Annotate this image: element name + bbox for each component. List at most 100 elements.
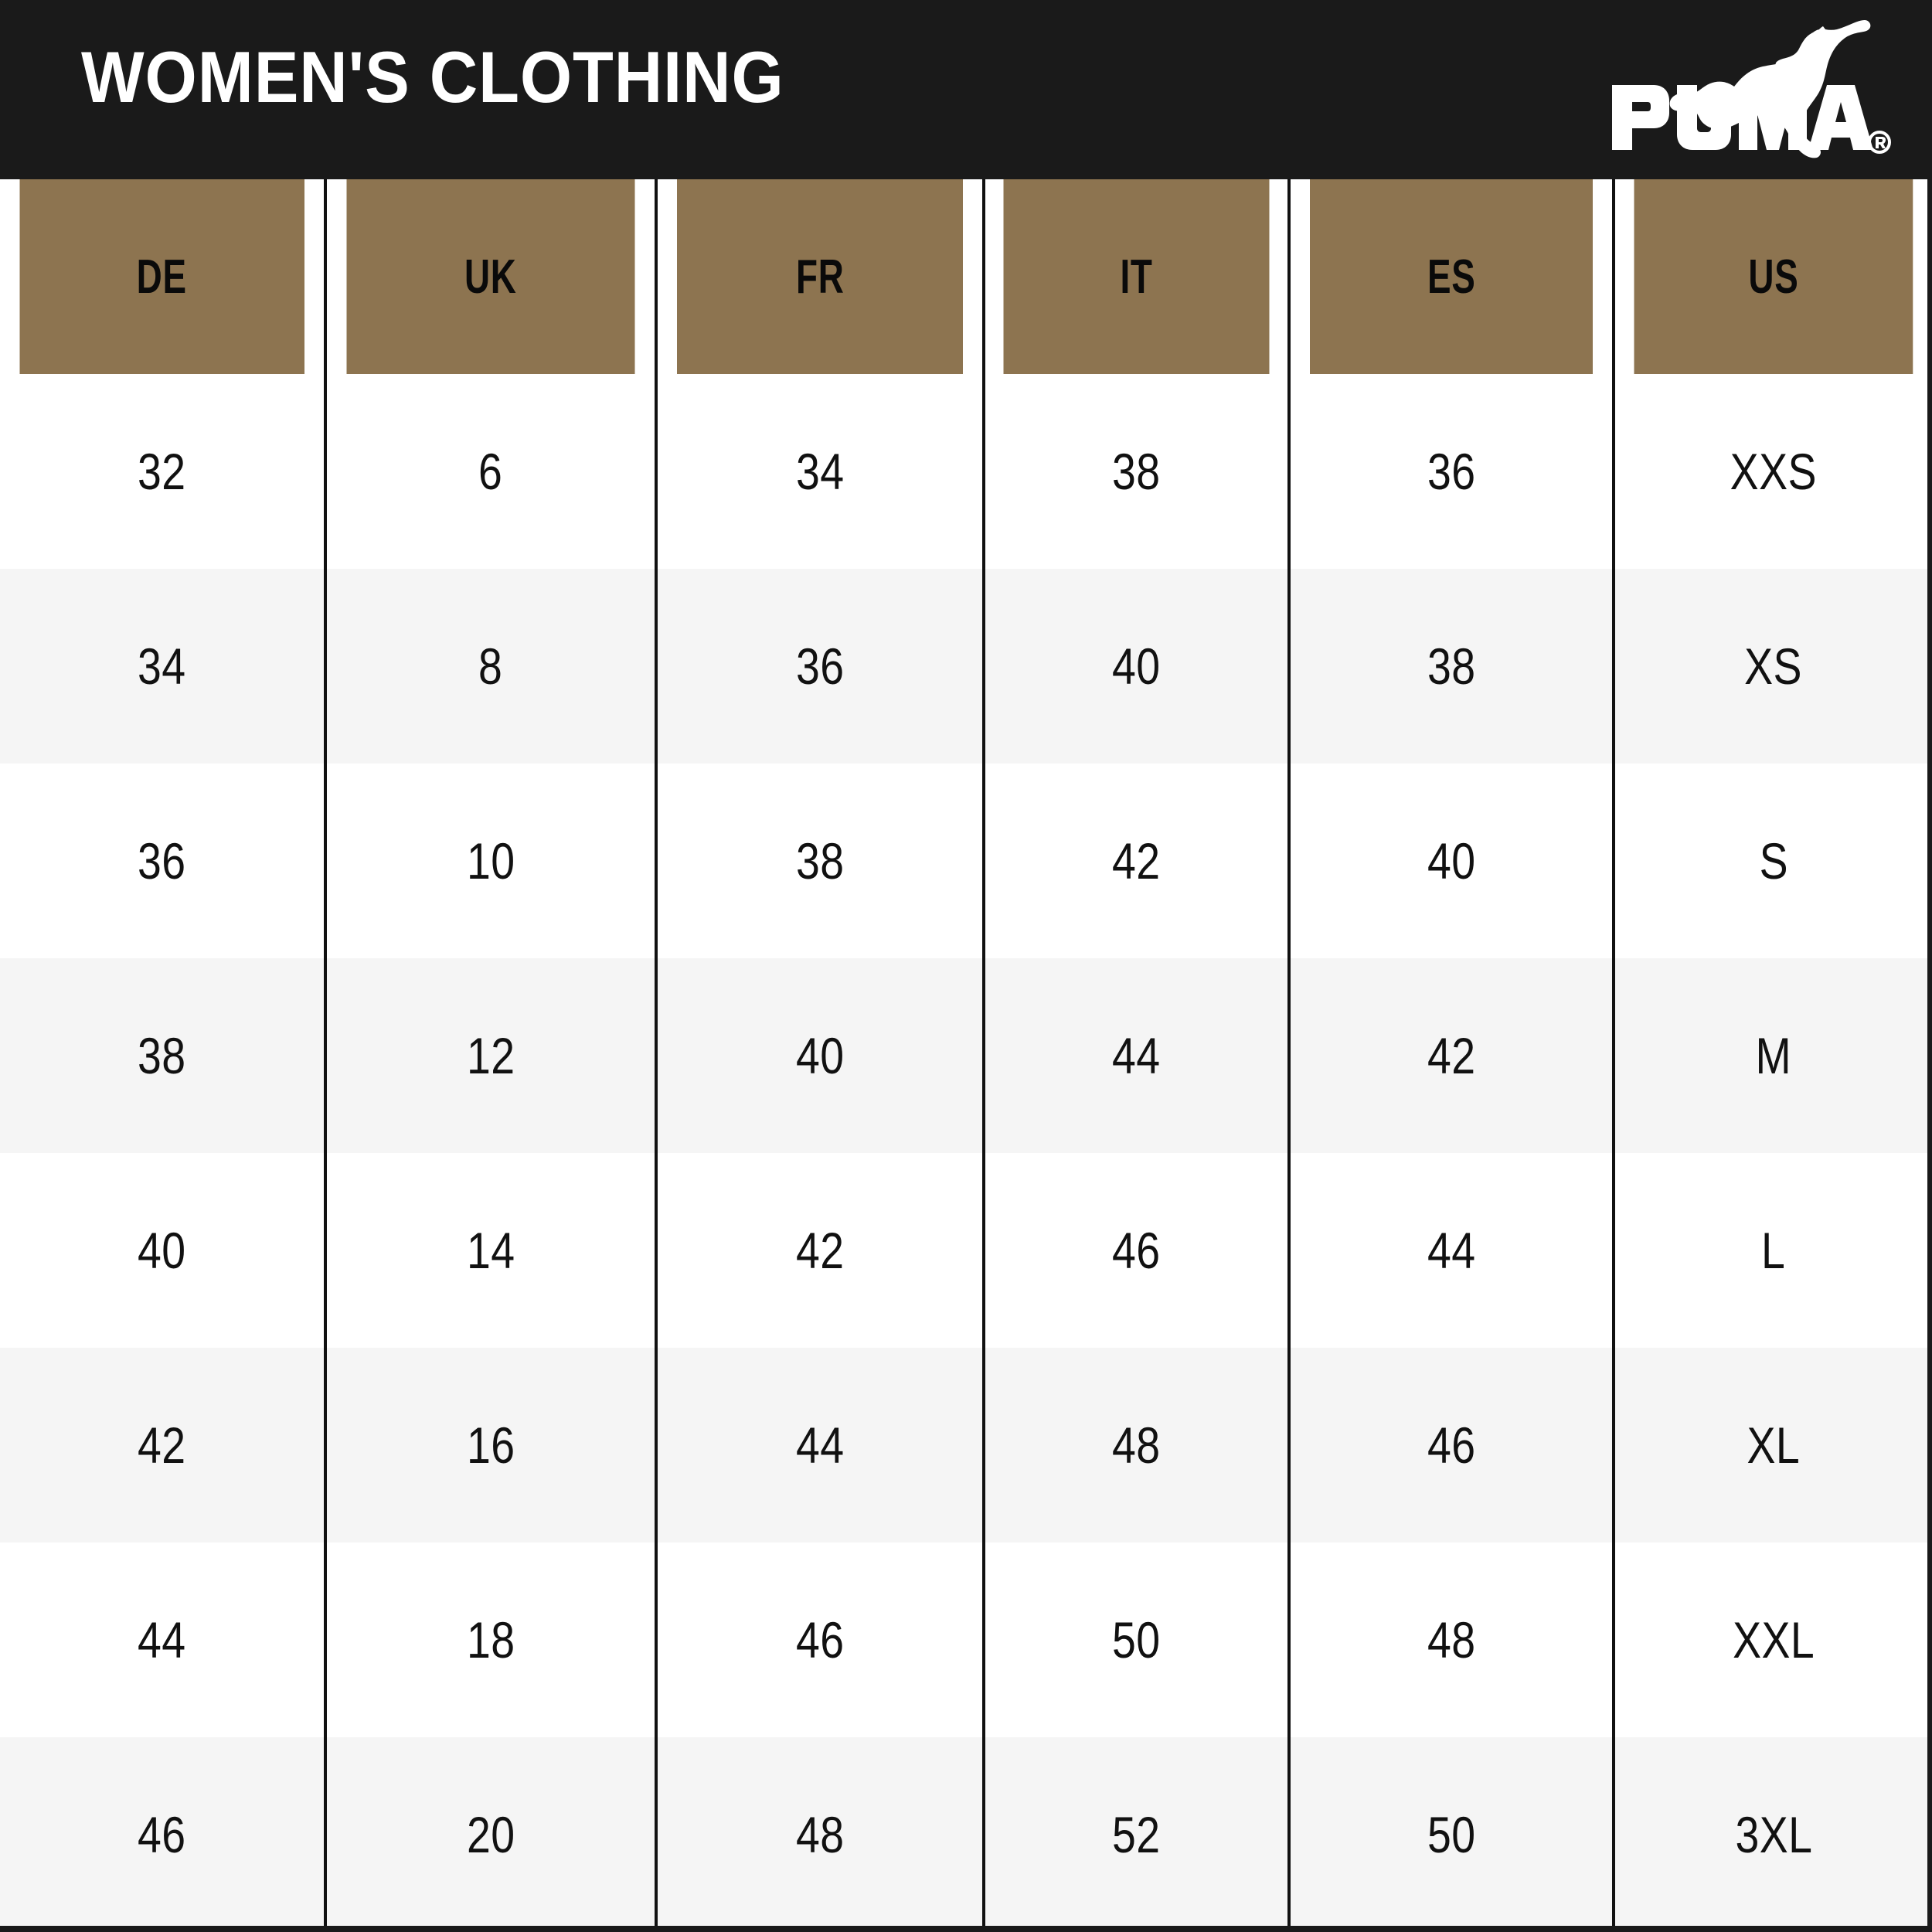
size-cell-fr: 42 [655, 1153, 984, 1348]
size-value: 34 [795, 443, 845, 500]
size-value: 40 [138, 1222, 186, 1279]
size-value: 42 [138, 1417, 186, 1474]
size-value: 42 [795, 1222, 845, 1279]
size-cell-de: 40 [0, 1153, 325, 1348]
table-row: 36 10 38 42 40 S [0, 764, 1932, 958]
column-header-es-label: ES [1427, 250, 1476, 304]
size-value: 36 [1427, 443, 1476, 500]
size-cell-us: M [1612, 958, 1932, 1153]
size-cell-it: 42 [982, 764, 1289, 958]
size-cell-fr: 48 [655, 1737, 984, 1932]
size-cell-de: 46 [0, 1737, 325, 1932]
column-header-us-label: US [1748, 250, 1799, 304]
size-cell-es: 46 [1287, 1348, 1614, 1543]
size-value: 36 [795, 638, 845, 695]
size-cell-es: 44 [1287, 1153, 1614, 1348]
size-value: 48 [1427, 1611, 1476, 1668]
size-value: 10 [466, 832, 515, 889]
table-row: 40 14 42 46 44 L [0, 1153, 1932, 1348]
size-value: 38 [138, 1027, 186, 1084]
size-value: 48 [1112, 1417, 1161, 1474]
size-value: 14 [466, 1222, 515, 1279]
column-header-es: ES [1307, 179, 1594, 374]
size-value: 40 [1112, 638, 1161, 695]
size-cell-it: 40 [982, 569, 1289, 764]
size-value: XXL [1732, 1611, 1815, 1668]
size-cell-us: S [1612, 764, 1932, 958]
size-cell-us: XL [1612, 1348, 1932, 1543]
size-cell-de: 36 [0, 764, 325, 958]
size-cell-it: 50 [982, 1543, 1289, 1737]
size-cell-es: 38 [1287, 569, 1614, 764]
size-value: 42 [1112, 832, 1161, 889]
size-value: XXS [1730, 443, 1818, 500]
column-header-de: DE [19, 179, 306, 374]
size-cell-us: L [1612, 1153, 1932, 1348]
size-value: 46 [138, 1806, 186, 1863]
size-value: M [1755, 1027, 1792, 1084]
size-cell-it: 48 [982, 1348, 1289, 1543]
size-cell-uk: 10 [324, 764, 656, 958]
column-header-us: US [1631, 179, 1913, 374]
column-header-fr-label: FR [795, 250, 845, 304]
column-header-it: IT [1000, 179, 1271, 374]
size-value: 12 [466, 1027, 515, 1084]
size-cell-us: 3XL [1612, 1737, 1932, 1932]
size-value: 8 [478, 638, 503, 695]
column-header-de-label: DE [137, 250, 188, 304]
size-cell-uk: 18 [324, 1543, 656, 1737]
size-value: 44 [138, 1611, 186, 1668]
size-value: 46 [795, 1611, 845, 1668]
size-value: 48 [795, 1806, 845, 1863]
size-value: 38 [795, 832, 845, 889]
size-value: 52 [1112, 1806, 1161, 1863]
puma-logo [1567, 11, 1892, 165]
column-header-it-label: IT [1120, 250, 1153, 304]
size-cell-uk: 6 [324, 374, 656, 569]
size-cell-de: 34 [0, 569, 325, 764]
size-cell-fr: 36 [655, 569, 984, 764]
size-cell-fr: 38 [655, 764, 984, 958]
size-value: 50 [1427, 1806, 1476, 1863]
size-cell-uk: 20 [324, 1737, 656, 1932]
size-cell-de: 42 [0, 1348, 325, 1543]
size-cell-de: 38 [0, 958, 325, 1153]
size-cell-es: 42 [1287, 958, 1614, 1153]
table-row: 42 16 44 48 46 XL [0, 1348, 1932, 1543]
size-value: 38 [1112, 443, 1161, 500]
table-right-edge [1927, 179, 1932, 1932]
table-bottom-edge [0, 1926, 1932, 1932]
table-row: 46 20 48 52 50 3XL [0, 1737, 1932, 1932]
size-value: 34 [138, 638, 186, 695]
size-cell-us: XXS [1612, 374, 1932, 569]
table-row: 44 18 46 50 48 XXL [0, 1543, 1932, 1737]
size-cell-uk: 8 [324, 569, 656, 764]
size-cell-fr: 40 [655, 958, 984, 1153]
size-value: XL [1747, 1417, 1801, 1474]
size-cell-de: 44 [0, 1543, 325, 1737]
size-cell-us: XS [1612, 569, 1932, 764]
size-cell-it: 52 [982, 1737, 1289, 1932]
table-header-row: DE UK FR IT ES US [0, 179, 1932, 374]
size-value: 44 [1427, 1222, 1476, 1279]
size-value: 40 [795, 1027, 845, 1084]
size-cell-it: 38 [982, 374, 1289, 569]
size-cell-it: 44 [982, 958, 1289, 1153]
size-value: 36 [138, 832, 186, 889]
column-header-uk: UK [343, 179, 637, 374]
size-value: L [1761, 1222, 1786, 1279]
size-cell-es: 36 [1287, 374, 1614, 569]
size-cell-es: 50 [1287, 1737, 1614, 1932]
size-value: 38 [1427, 638, 1476, 695]
size-value: XS [1744, 638, 1803, 695]
size-cell-es: 48 [1287, 1543, 1614, 1737]
size-value: 50 [1112, 1611, 1161, 1668]
size-cell-es: 40 [1287, 764, 1614, 958]
page-title: WOMEN'S CLOTHING [81, 36, 784, 117]
size-value: 6 [478, 443, 503, 500]
table-row: 32 6 34 38 36 XXS [0, 374, 1932, 569]
size-value: 40 [1427, 832, 1476, 889]
table-row: 38 12 40 44 42 M [0, 958, 1932, 1153]
column-header-uk-label: UK [464, 250, 517, 304]
